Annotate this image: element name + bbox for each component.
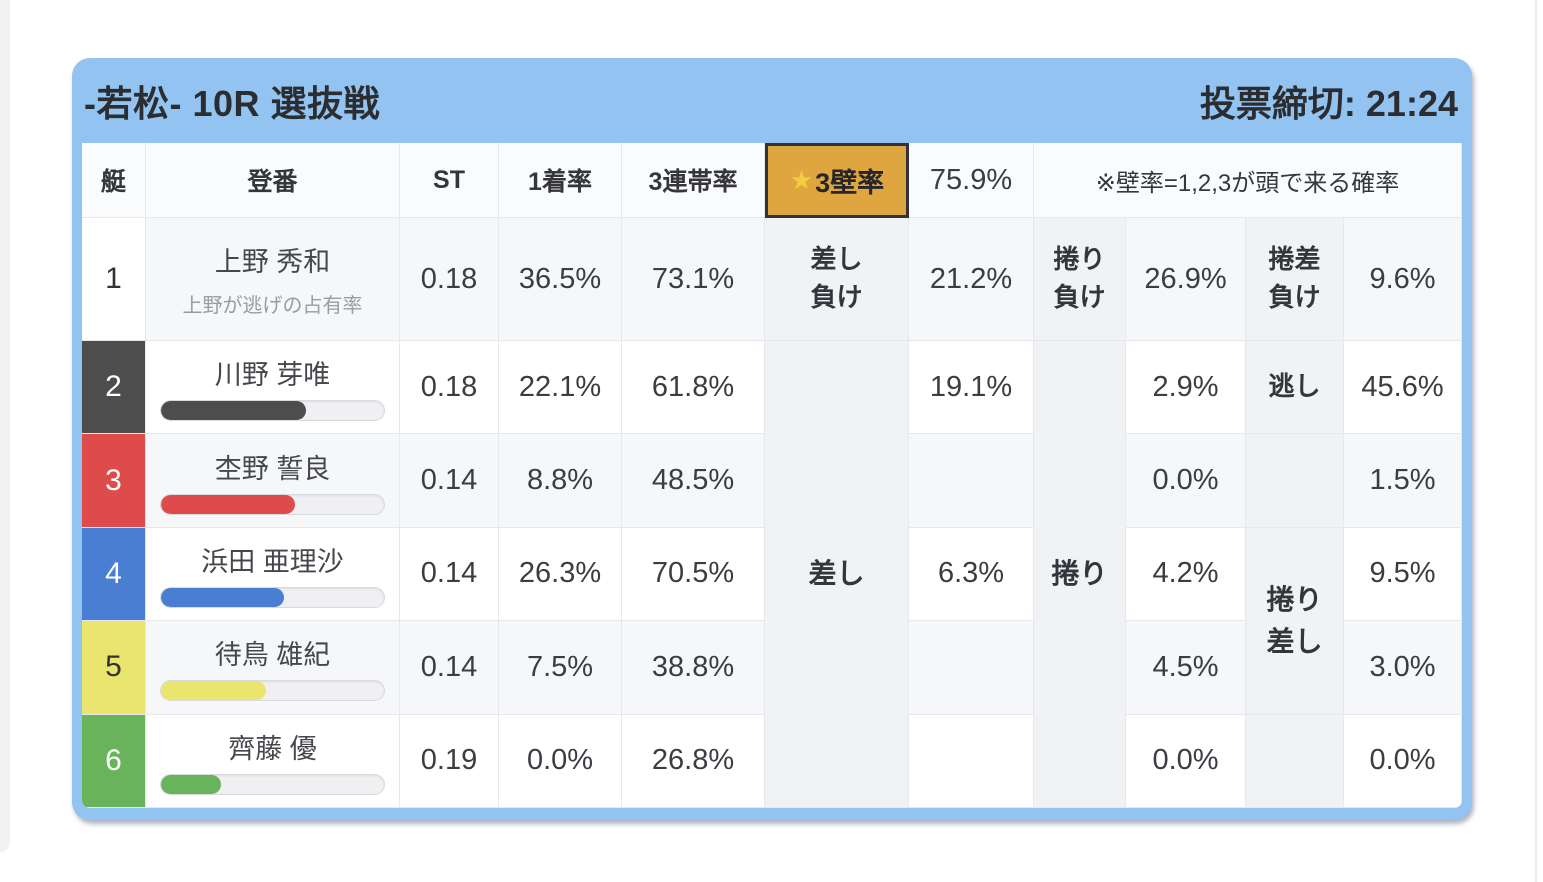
racer-name: 齊藤 優 [228,733,317,764]
racer-stat-bar-fill [161,774,222,794]
racer-stat-bar [160,400,385,422]
makuri-value: 26.9% [1126,218,1246,341]
col-header-st: ST [400,143,499,218]
sashi-make-label: 差し 負け [765,218,909,341]
win1-value: 8.8% [499,434,622,528]
boat-number-cell: 1 [82,218,146,341]
makurizashi-value: 3.0% [1344,621,1462,715]
st-value: 0.19 [400,714,499,808]
sashi-value: 6.3% [909,527,1034,622]
win1-value: 7.5% [499,621,622,715]
boat-number-cell: 3 [82,434,146,528]
racer-name: 川野 芽唯 [214,360,331,391]
makuri-make-label: 捲り 負け [1034,218,1126,341]
top3-value: 61.8% [622,341,765,435]
nogashi-label: 逃し [1246,341,1344,435]
racer-name: 浜田 亜理沙 [201,546,344,577]
boat-number-cell: 5 [82,621,146,715]
racer-name: 杢野 誓良 [214,453,331,484]
makurizashi-value: 9.6% [1344,218,1462,341]
vote-deadline: 投票締切: 21:24 [1199,82,1458,124]
racer-stat-bar-fill [161,681,266,701]
st-value: 0.18 [400,341,499,435]
right-edge-divider [1535,0,1537,882]
makurizashi-value: 45.6% [1344,341,1462,435]
sashi-value [909,621,1034,715]
makuri-value: 0.0% [1126,434,1246,528]
top3-value: 70.5% [622,527,765,622]
makuri-value: 0.0% [1126,714,1246,808]
racer-stat-bar [160,773,385,795]
racer-stat-bar [160,586,385,608]
wall-rate-value: 75.9% [909,143,1034,218]
col-header-win1: 1着率 [499,143,622,218]
racer-cell: 浜田 亜理沙 [146,527,400,622]
win1-value: 22.1% [499,341,622,435]
sashi-value [909,714,1034,808]
boat-number-cell: 6 [82,714,146,808]
racer-cell: 待鳥 雄紀 [146,621,400,715]
wall-rate-label: 3壁率 [815,168,885,198]
makuri-merged-label: 捲り [1034,341,1126,808]
race-title: -若松- 10R 選抜戦 [84,82,381,124]
racer-cell: 川野 芽唯 [146,341,400,435]
makurizashi-value: 1.5% [1344,434,1462,528]
st-value: 0.14 [400,527,499,622]
win1-value: 0.0% [499,714,622,808]
top3-value: 73.1% [622,218,765,341]
racer-stat-bar-fill [161,401,306,421]
racer-subtitle: 上野が逃げの占有率 [182,295,363,317]
star-icon: ★ [789,165,814,195]
top3-value: 48.5% [622,434,765,528]
racer-name: 上野 秀和 [214,247,331,277]
col-header-boat: 艇 [82,143,146,218]
win1-value: 36.5% [499,218,622,341]
col-header-racer: 登番 [146,143,400,218]
makurizashi-value: 0.0% [1344,714,1462,808]
racer-cell: 杢野 誓良 [146,434,400,528]
top3-value: 38.8% [622,621,765,715]
racer-stat-bar-fill [161,494,295,514]
race-card: -若松- 10R 選抜戦 投票締切: 21:24 艇 登番 ST 1着率 3連帯… [72,58,1472,820]
sashi-merged-label: 差し [765,341,909,808]
wall-rate-header[interactable]: ★ 3壁率 [765,143,909,218]
wall-rate-note: ※壁率=1,2,3が頭で来る確率 [1034,143,1462,218]
racer-stat-bar-fill [161,587,284,607]
racer-cell: 上野 秀和 上野が逃げの占有率 [146,218,400,341]
st-value: 0.14 [400,434,499,528]
boat-number-cell: 2 [82,341,146,435]
empty-label-cell [1246,434,1344,528]
st-value: 0.14 [400,621,499,715]
racer-name: 待鳥 雄紀 [214,640,331,671]
makuri-value: 4.5% [1126,621,1246,715]
makurizashi-merged-label: 捲り 差し [1246,527,1344,715]
boat-number-cell: 4 [82,527,146,622]
makuri-value: 4.2% [1126,527,1246,622]
racer-stat-bar [160,493,385,515]
empty-label-cell [1246,714,1344,808]
makuri-value: 2.9% [1126,341,1246,435]
col-header-top3: 3連帯率 [622,143,765,218]
sashi-value [909,434,1034,528]
top3-value: 26.8% [622,714,765,808]
win1-value: 26.3% [499,527,622,622]
race-data-table: 艇 登番 ST 1着率 3連帯率 ★ 3壁率 75.9% ※壁率=1,2,3が頭で… [82,143,1462,808]
left-edge-panel [0,0,10,852]
sashi-value: 21.2% [909,218,1034,341]
makurizashi-value: 9.5% [1344,527,1462,622]
race-card-header: -若松- 10R 選抜戦 投票締切: 21:24 [72,58,1472,143]
makurizashi-make-label: 捲差 負け [1246,218,1344,341]
racer-stat-bar [160,680,385,702]
st-value: 0.18 [400,218,499,341]
sashi-value: 19.1% [909,341,1034,435]
racer-cell: 齊藤 優 [146,714,400,808]
